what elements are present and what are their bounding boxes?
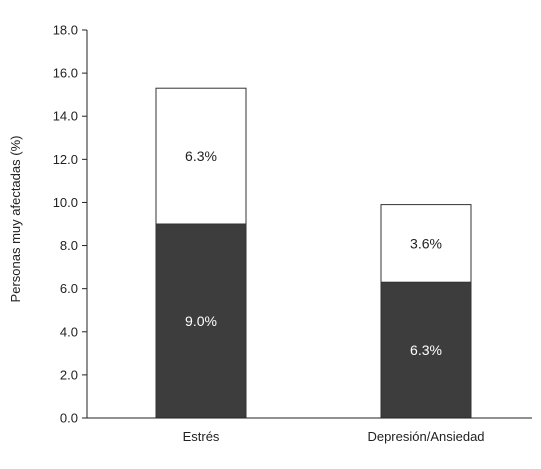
y-axis-title: Personas muy afectadas (%) xyxy=(8,136,23,303)
bar-segment xyxy=(380,204,472,283)
category-labels: Estrés Depresión/Ansiedad xyxy=(183,429,485,444)
y-tick-label: 10.0 xyxy=(53,195,78,210)
y-tick-label: 2.0 xyxy=(60,367,78,382)
y-tick-label: 8.0 xyxy=(60,238,78,253)
data-label: 3.6% xyxy=(410,235,442,251)
data-labels: 9.0% 6.3% 6.3% 3.6% xyxy=(185,148,442,358)
y-tick-label: 14.0 xyxy=(53,109,78,124)
y-tick-label: 4.0 xyxy=(60,324,78,339)
data-label: 6.3% xyxy=(410,342,442,358)
y-tick-label: 0.0 xyxy=(60,411,78,426)
category-label: Depresión/Ansiedad xyxy=(367,429,484,444)
y-axis-ticks: 0.0 2.0 4.0 6.0 8.0 10.0 12.0 14.0 16.0 18.0 xyxy=(53,23,87,426)
data-label: 6.3% xyxy=(185,148,217,164)
y-tick-label: 12.0 xyxy=(53,152,78,167)
y-tick-label: 18.0 xyxy=(53,23,78,38)
bar-segment xyxy=(155,87,247,225)
data-label: 9.0% xyxy=(185,313,217,329)
y-tick-label: 6.0 xyxy=(60,281,78,296)
y-tick-label: 16.0 xyxy=(53,66,78,81)
category-label: Estrés xyxy=(183,429,220,444)
bars xyxy=(155,87,472,419)
